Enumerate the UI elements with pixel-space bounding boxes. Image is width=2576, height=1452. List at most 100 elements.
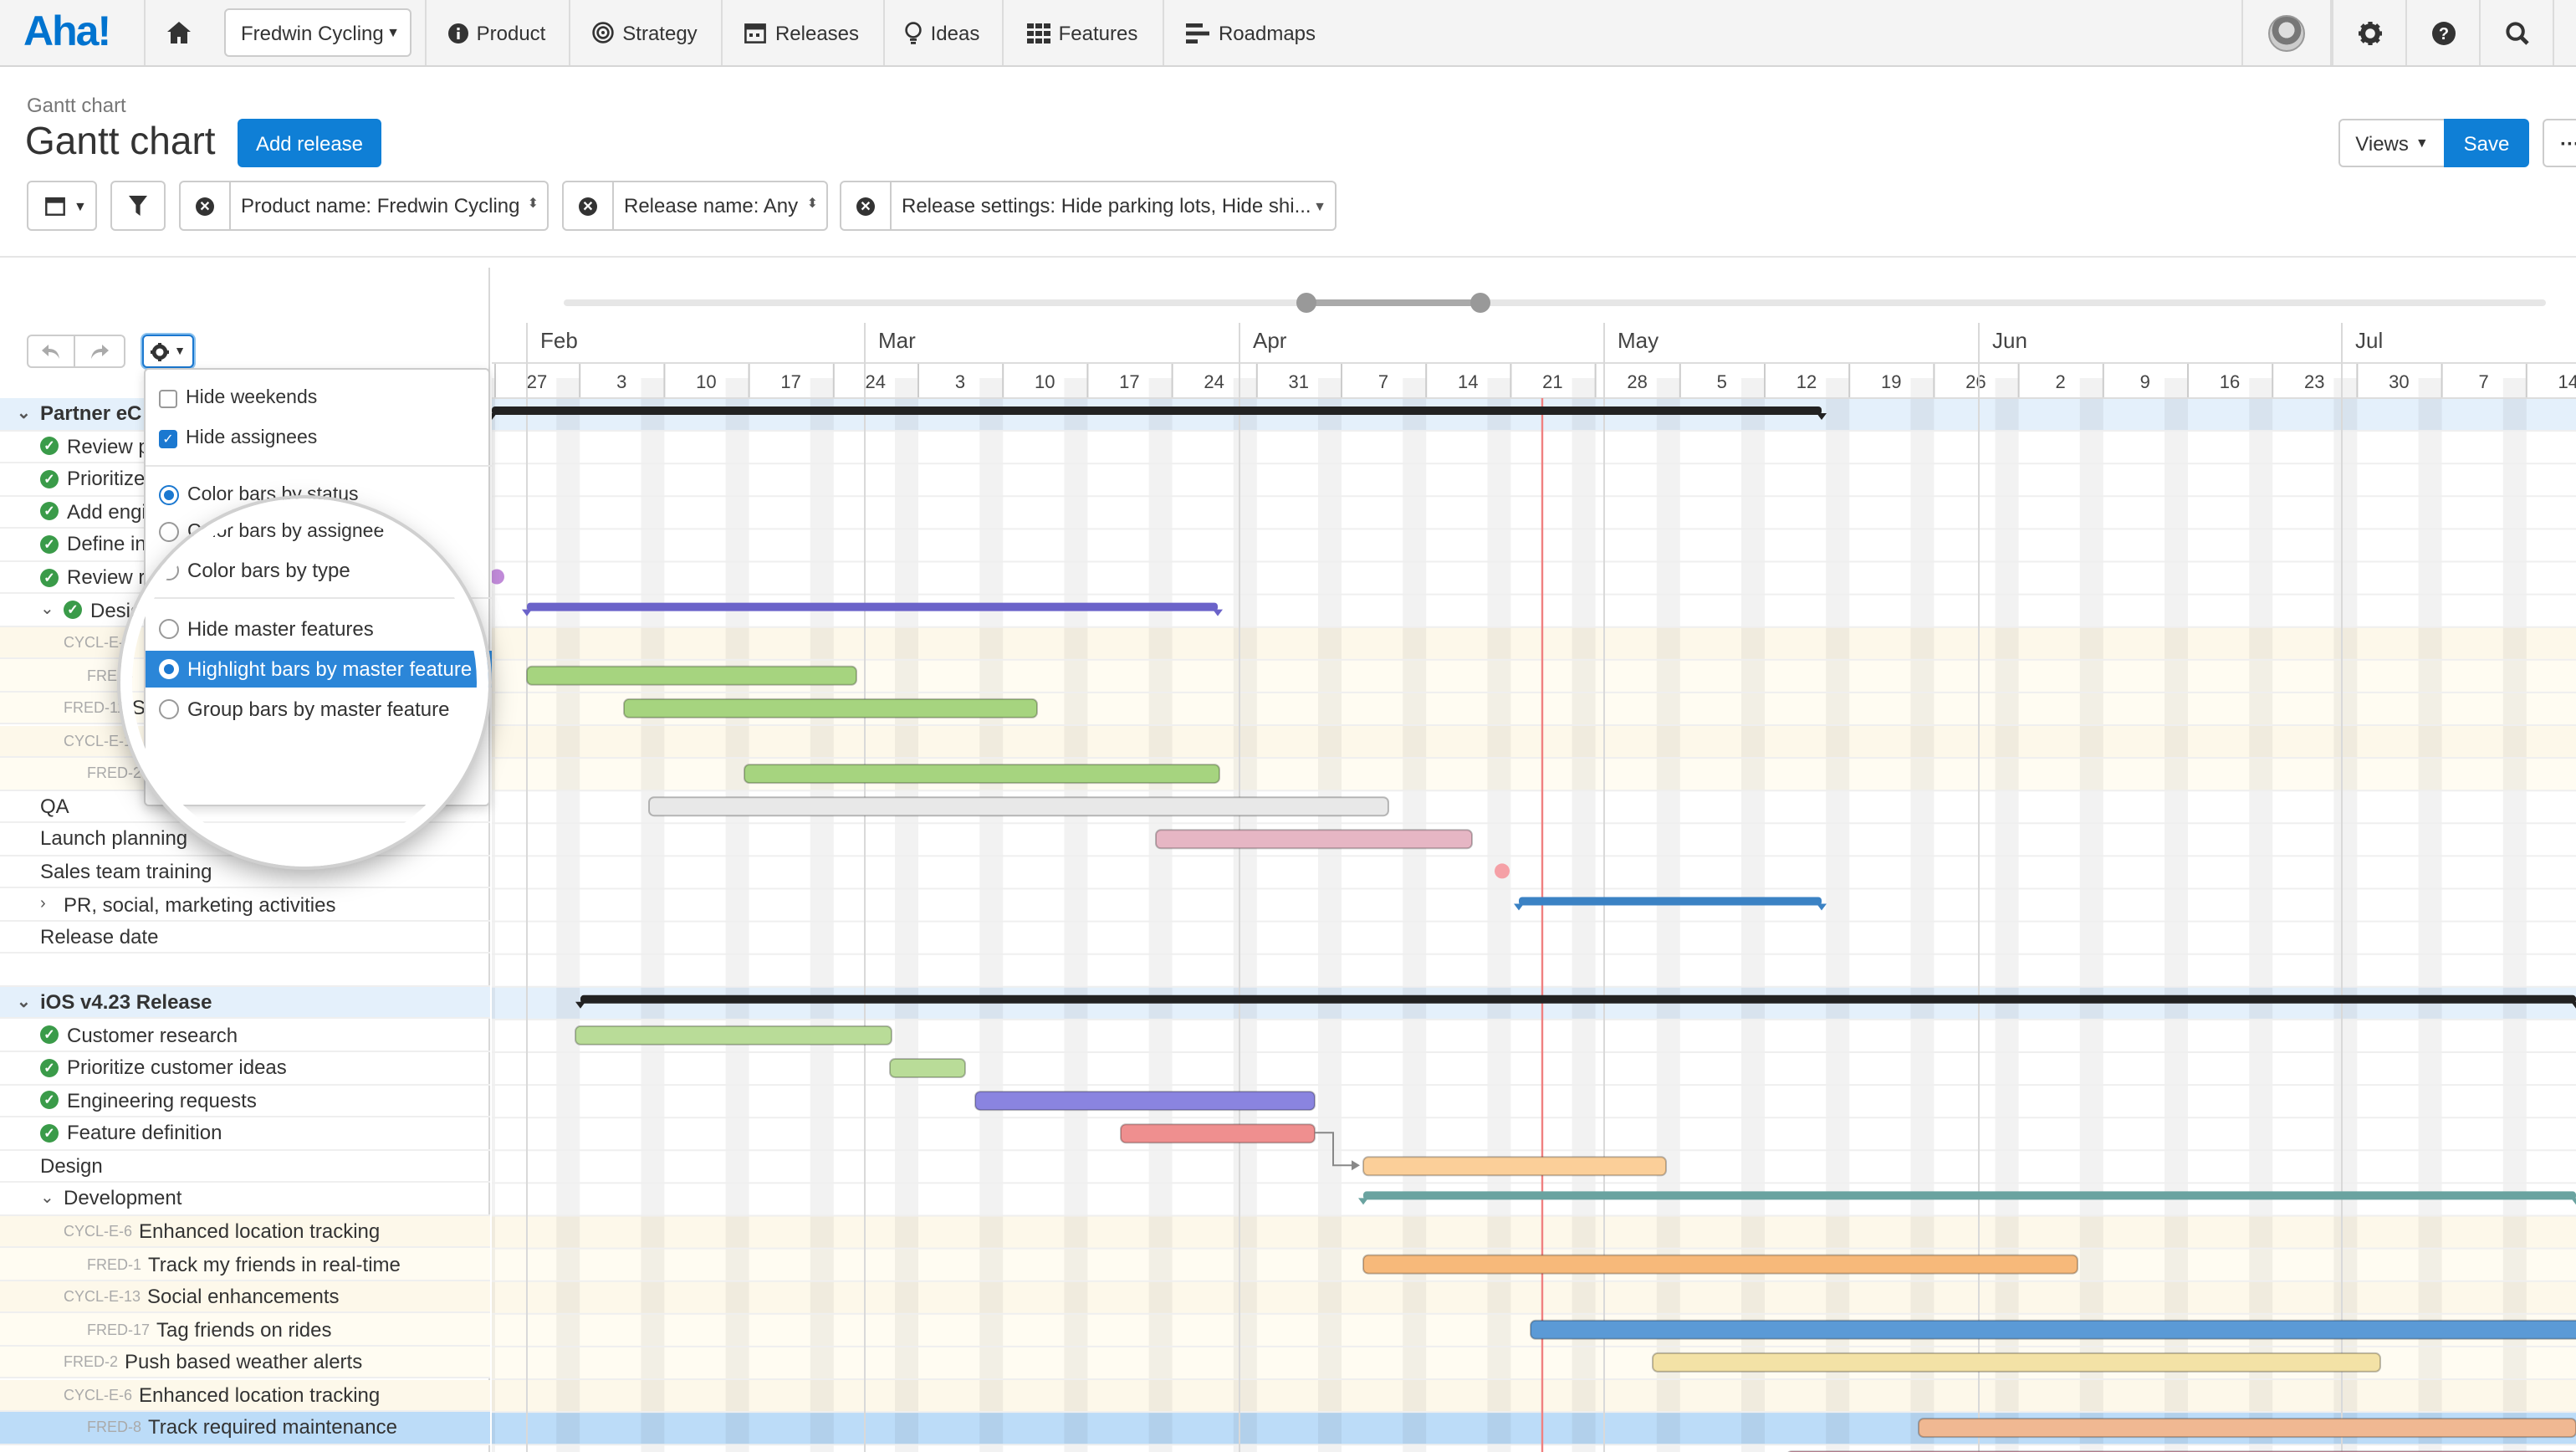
gantt-row[interactable]: CYCL-E-13 Social enhancements [0,1281,490,1314]
gantt-row[interactable]: ⌄ Development [0,1183,490,1216]
gantt-milestone[interactable] [1495,863,1510,879]
gantt-row[interactable]: FRED-8 Track required maintenance [0,1412,490,1445]
release-row[interactable]: ⌄ iOS v4.23 Release [0,986,490,1020]
gantt-summary-bar[interactable] [1363,1191,2576,1200]
workspace-selector[interactable]: Fredwin Cycling ▼ [224,8,411,57]
chevron-right-icon[interactable]: › [40,895,46,913]
record-reference[interactable]: FRED-1 [87,1255,142,1273]
gantt-row[interactable]: Design [0,1150,490,1184]
nav-features[interactable]: Features [1002,0,1161,65]
checkbox[interactable] [159,389,177,407]
aha-logo[interactable]: Aha! [23,8,111,55]
add-release-button[interactable]: Add release [238,119,381,167]
gantt-row[interactable]: CYCL-E-6 Enhanced location tracking [0,1379,490,1412]
more-options-button[interactable]: ··· [2543,119,2576,167]
gantt-bar[interactable] [575,1025,892,1046]
record-reference[interactable]: CYCL-E-13 [64,732,141,749]
gantt-row[interactable]: › PR, social, marketing activities [0,889,490,922]
nav-product[interactable]: Product [425,0,567,65]
gantt-bar[interactable] [1918,1418,2576,1439]
gantt-summary-bar[interactable] [527,602,1218,611]
gantt-row[interactable]: FRED-1 Track my friends in real-time [0,1248,490,1281]
home-button[interactable] [144,0,212,65]
user-menu[interactable] [2241,0,2332,65]
gantt-row[interactable]: FRED-2 Push based weather alerts [0,1346,490,1379]
filter-product-name[interactable]: ✕ Product name: Fredwin Cycling ⬍ [179,181,549,231]
remove-filter-button[interactable]: ✕ [841,182,892,229]
gantt-row[interactable]: Launch planning [0,823,490,856]
add-button[interactable] [2553,0,2576,65]
color-by-type-option[interactable]: Color bars by type [159,554,350,587]
gantt-row[interactable]: ✓ Customer research [0,1020,490,1052]
hide-assignees-option[interactable]: ✓ Hide assignees [159,422,317,455]
highlight-by-master-option[interactable]: Highlight bars by master feature [159,652,472,686]
undo-button[interactable] [27,335,75,368]
chevron-down-icon[interactable]: ⌄ [17,993,31,1012]
remove-filter-button[interactable]: ✕ [564,182,614,229]
record-reference[interactable]: CYCL-E-6 [64,634,133,652]
chevron-down-icon[interactable]: ⌄ [40,1189,54,1208]
record-reference[interactable]: CYCL-E-6 [64,1223,133,1240]
color-by-assignee-option[interactable]: Color bars by assignee [159,515,384,549]
radio[interactable] [159,699,179,719]
gantt-milestone[interactable] [492,569,504,585]
radio-selected[interactable] [159,659,179,679]
gantt-row[interactable]: QA [0,1444,490,1452]
gantt-row[interactable]: FRED-17 Tag friends on rides [0,1313,490,1347]
save-button[interactable]: Save [2444,119,2529,167]
gantt-bar[interactable] [1120,1123,1316,1144]
hide-master-features-option[interactable]: Hide master features [159,612,374,646]
checkbox-checked[interactable]: ✓ [159,429,177,447]
gantt-row[interactable]: Sales team training [0,856,490,889]
nav-releases[interactable]: Releases [721,0,882,65]
gantt-row[interactable]: CYCL-E-6 Enhanced location tracking [0,1215,490,1249]
gantt-bar[interactable] [1155,829,1473,850]
gantt-summary-bar[interactable] [580,994,2576,1004]
record-reference[interactable]: FRED- [87,667,133,684]
chevron-down-icon[interactable]: ⌄ [17,404,31,423]
gantt-settings-button[interactable]: ▼ [142,335,194,368]
gantt-bar[interactable] [889,1058,966,1078]
color-by-status-option[interactable]: Color bars by status [159,478,359,512]
record-reference[interactable]: FRED-11 [64,699,125,717]
date-range-button[interactable]: ▼ [27,181,97,231]
gantt-row[interactable]: Release date [0,922,490,954]
gantt-row[interactable]: QA [0,790,490,824]
add-filter-button[interactable] [110,181,166,231]
gantt-row[interactable]: ✓ Feature definition [0,1117,490,1151]
radio[interactable] [159,619,179,639]
search-button[interactable] [2479,0,2553,65]
group-by-master-option[interactable]: Group bars by master feature [159,693,450,726]
gantt-bar[interactable] [974,1091,1316,1112]
filter-release-name[interactable]: ✕ Release name: Any ⬍ [562,181,828,231]
radio[interactable] [159,522,179,542]
gantt-summary-bar[interactable] [492,406,1822,415]
breadcrumb[interactable]: Gantt chart [27,94,126,117]
nav-strategy[interactable]: Strategy [569,0,719,65]
gantt-bar[interactable] [623,698,1038,718]
gantt-row[interactable]: ✓ Engineering requests [0,1085,490,1118]
record-reference[interactable]: CYCL-E-13 [64,1288,141,1306]
hide-weekends-option[interactable]: Hide weekends [159,381,317,415]
gantt-summary-bar[interactable] [1519,897,1822,906]
gantt-bar[interactable] [1362,1254,2078,1275]
gantt-bar[interactable] [1530,1319,2576,1340]
gantt-bar[interactable] [1652,1352,2381,1373]
help-button[interactable]: ? [2405,0,2479,65]
record-reference[interactable]: CYCL-E-6 [64,1386,133,1403]
radio-selected[interactable] [159,485,179,505]
gantt-bar[interactable] [1362,1156,1667,1177]
record-reference[interactable]: FRED-2 [64,1353,119,1371]
radio[interactable] [159,560,179,580]
settings-button[interactable] [2332,0,2405,65]
remove-filter-button[interactable]: ✕ [181,182,231,229]
nav-roadmaps[interactable]: Roadmaps [1163,0,1338,65]
record-reference[interactable]: FRED-20 [87,764,151,782]
redo-button[interactable] [74,335,125,368]
zoom-slider-handle[interactable] [1296,293,1316,313]
gantt-row[interactable]: ✓ Prioritize customer ideas [0,1052,490,1085]
nav-ideas[interactable]: Ideas [883,0,1000,65]
record-reference[interactable]: FRED-17 [87,1321,151,1338]
chevron-down-icon[interactable]: ⌄ [40,601,54,620]
views-button[interactable]: Views ▼ [2338,119,2446,167]
